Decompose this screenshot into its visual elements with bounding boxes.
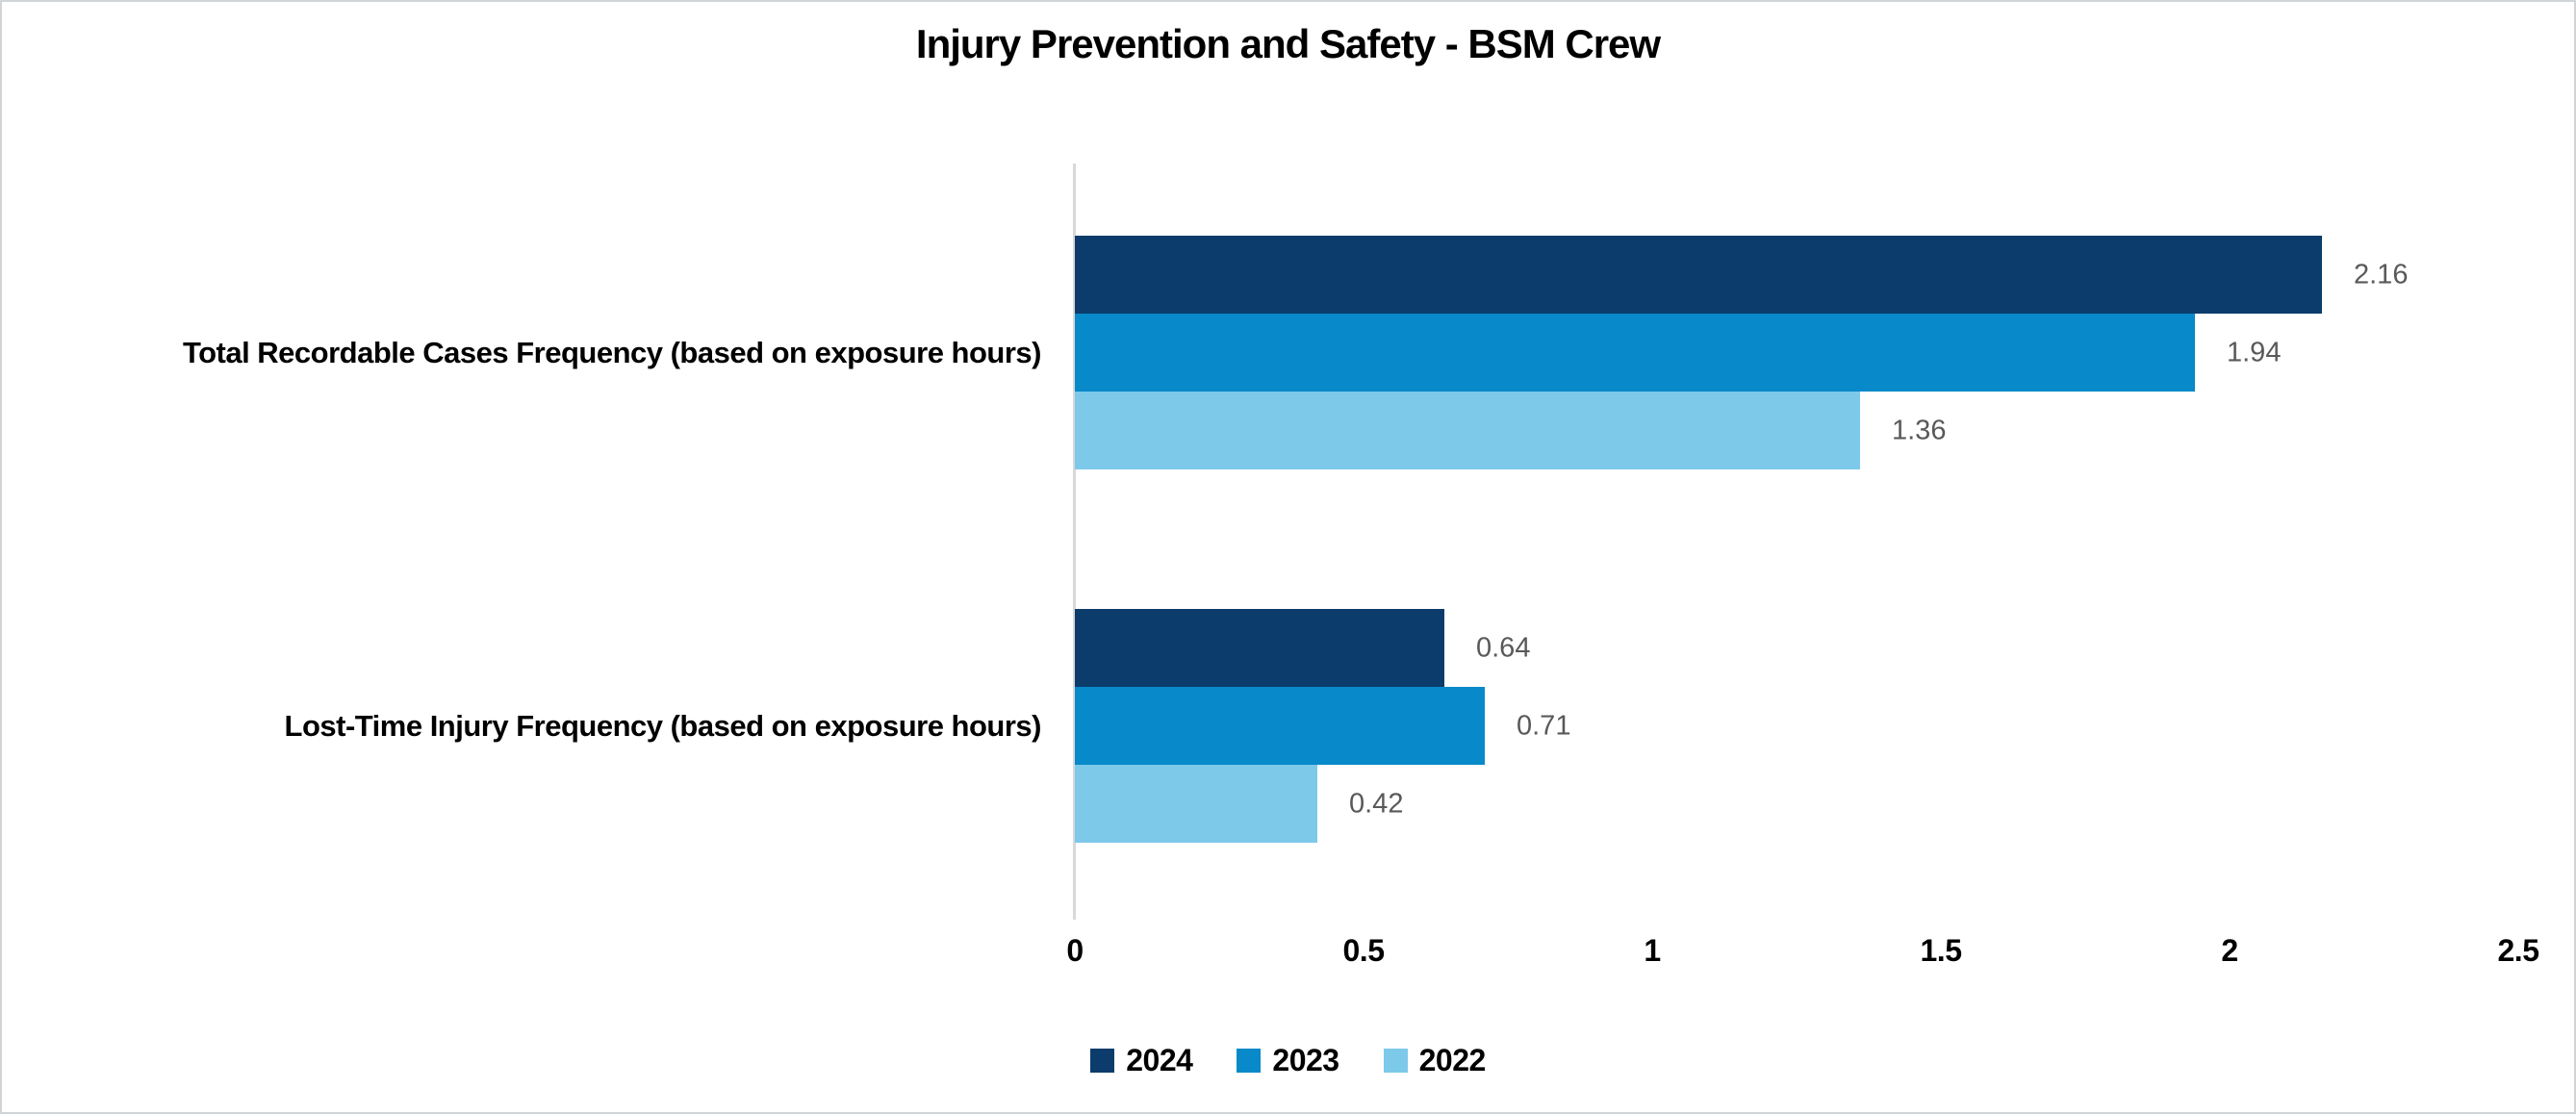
x-tick-1: 1 <box>1644 933 1661 968</box>
value-label-2022-category-1: 0.42 <box>1349 788 1404 819</box>
legend-label-2023: 2023 <box>1272 1043 1339 1077</box>
category-label-total-recordable: Total Recordable Cases Frequency (based … <box>182 336 1042 370</box>
legend-label-2022: 2022 <box>1418 1043 1487 1077</box>
value-label-2024-category-1: 0.64 <box>1476 632 1531 663</box>
category-label-lost-time: Lost-Time Injury Frequency (based on exp… <box>284 709 1042 744</box>
value-label-2022-category-0: 1.36 <box>1892 415 1947 445</box>
legend-item-2022: 2022 <box>1383 1043 1487 1078</box>
bar-2024-category-0 <box>1075 236 2322 314</box>
bar-2023-category-1 <box>1075 687 1485 765</box>
value-label-2023-category-1: 0.71 <box>1517 710 1571 741</box>
value-label-2023-category-0: 1.94 <box>2227 337 2282 367</box>
bar-2022-category-0 <box>1075 392 1860 469</box>
x-tick-2: 2 <box>2221 933 2238 968</box>
legend-swatch-2024 <box>1090 1049 1115 1073</box>
legend-swatch-2023 <box>1237 1049 1262 1073</box>
bar-2022-category-1 <box>1075 765 1317 843</box>
bar-2023-category-0 <box>1075 314 2195 392</box>
x-tick-2.5: 2.5 <box>2497 933 2539 968</box>
x-tick-0: 0 <box>1066 933 1084 968</box>
value-label-2024-category-0: 2.16 <box>2354 259 2409 290</box>
bar-2024-category-1 <box>1075 609 1444 687</box>
legend-label-2024: 2024 <box>1126 1043 1193 1077</box>
legend: 2024 2023 2022 <box>2 1043 2574 1078</box>
y-axis-line <box>1073 164 1076 920</box>
chart-title: Injury Prevention and Safety - BSM Crew <box>915 21 1661 66</box>
x-tick-1.5: 1.5 <box>1920 933 1962 968</box>
x-tick-0.5: 0.5 <box>1342 933 1385 968</box>
legend-swatch-2022 <box>1383 1049 1408 1073</box>
legend-item-2024: 2024 <box>1090 1043 1193 1078</box>
legend-item-2023: 2023 <box>1237 1043 1339 1078</box>
